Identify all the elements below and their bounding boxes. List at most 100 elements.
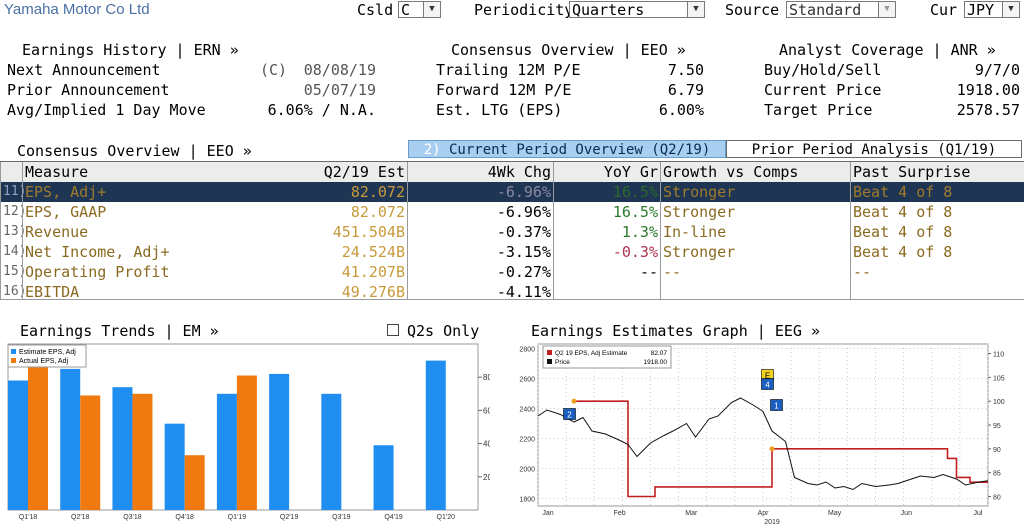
y-right-tick-label: 80 — [993, 494, 1001, 501]
table-bottom-border — [0, 299, 1024, 300]
row-growth-vs-comps: Stronger — [663, 183, 736, 201]
row-yoy-growth: -- — [639, 263, 658, 281]
event-marker-label: 4 — [765, 381, 770, 390]
earnings-trends-title[interactable]: Earnings Trends | EM » — [20, 322, 219, 340]
row-number: 15) — [3, 264, 27, 279]
source-dropdown[interactable]: Standard ▼ — [786, 1, 896, 19]
header-past-surprise[interactable]: Past Surprise — [853, 163, 971, 181]
csld-dropdown[interactable]: C ▼ — [398, 1, 441, 19]
table-row[interactable]: 12) EPS, GAAP 82.072 -6.96% 16.5% Stronger Bea… — [0, 202, 1024, 222]
table-row[interactable]: 13) Revenue 451.504B -0.37% 1.3% In-line Beat … — [0, 222, 1024, 242]
y-right-tick-label: 105 — [993, 375, 1005, 382]
consensus-overview-title[interactable]: Consensus Overview | EEO » — [451, 41, 686, 59]
row-measure[interactable]: Revenue — [25, 223, 89, 241]
event-marker — [563, 408, 576, 420]
table-row[interactable]: 11) EPS, Adj+ 82.072 -6.96% 16.5% Strong… — [0, 182, 1024, 202]
analyst-coverage-title[interactable]: Analyst Coverage | ANR » — [779, 41, 996, 59]
estimate-bar — [112, 387, 133, 510]
column-divider — [22, 162, 23, 300]
row-measure[interactable]: EBITDA — [25, 283, 80, 301]
legend-box — [7, 344, 87, 368]
chevron-down-icon[interactable]: ▼ — [687, 2, 704, 17]
next-announcement-date: 08/08/19 — [303, 61, 376, 79]
actual-bar — [28, 357, 48, 510]
forward-pe-value: 6.79 — [667, 81, 704, 99]
x-tick-label: Q2'18 — [71, 514, 90, 521]
header-growth-vs-comps[interactable]: Growth vs Comps — [663, 163, 799, 181]
estimate-line — [574, 400, 988, 498]
estimates-graph-title[interactable]: Earnings Estimates Graph | EEG » — [531, 322, 820, 340]
y-right-tick-label: 95 — [993, 423, 1001, 430]
y-right-tick-label: 100 — [993, 399, 1005, 406]
header-estimate[interactable]: Q2/19 Est — [323, 163, 405, 181]
row-4wk-change: -0.27% — [496, 263, 551, 281]
legend-estimate-value: 82.07 — [651, 350, 668, 357]
table-row[interactable]: 14) Net Income, Adj+ 24.524B -3.15% -0.3% Str… — [0, 242, 1024, 262]
forward-pe-label: Forward 12M P/E — [436, 81, 572, 99]
earnings-history-title[interactable]: Earnings History | ERN » — [22, 41, 239, 59]
chevron-down-icon[interactable]: ▼ — [423, 2, 440, 17]
x-tick-label: Q1'19 — [228, 514, 247, 521]
q2s-only-checkbox[interactable] — [387, 324, 399, 336]
estimate-bar — [269, 373, 290, 510]
event-marker-label: 1 — [774, 402, 779, 411]
legend-swatch-estimate — [11, 349, 16, 354]
row-4wk-change: -4.11% — [496, 283, 551, 301]
row-measure[interactable]: EPS, GAAP — [25, 203, 107, 221]
estimates-graph-chart[interactable]: 1800200022002400260028008085909510010511… — [506, 340, 1024, 524]
implied-move-value: 6.06% / N.A. — [267, 101, 376, 119]
tab-current-period[interactable]: 2) Current Period Overview (Q2/19) — [408, 140, 726, 158]
currency-dropdown[interactable]: JPY ▼ — [964, 1, 1020, 19]
estimate-bar — [425, 360, 446, 510]
table-top-border — [0, 161, 1024, 162]
legend-swatch-estimate — [547, 350, 552, 355]
header-yoy-growth[interactable]: YoY Gr — [603, 163, 658, 181]
row-measure[interactable]: EPS, Adj+ — [25, 183, 107, 201]
y-right-tick-label: 110 — [993, 352, 1004, 359]
target-price-value: 2578.57 — [956, 101, 1020, 119]
header-measure[interactable]: Measure — [25, 163, 89, 181]
chevron-down-icon[interactable]: ▼ — [1002, 2, 1019, 17]
x-tick-label: Q4'19 — [384, 514, 403, 521]
row-measure[interactable]: Operating Profit — [25, 263, 170, 281]
y-left-tick-label: 2600 — [519, 377, 535, 384]
row-growth-vs-comps: In-line — [663, 223, 727, 241]
target-price-label: Target Price — [764, 101, 873, 119]
chevron-down-icon[interactable]: ▼ — [878, 2, 895, 17]
tab-prior-period[interactable]: Prior Period Analysis (Q1/19) — [726, 140, 1022, 158]
y-tick-label: 20 — [483, 473, 490, 482]
header-4wk-change[interactable]: 4Wk Chg — [487, 163, 551, 181]
buy-hold-sell-label: Buy/Hold/Sell — [764, 61, 882, 79]
row-4wk-change: -0.37% — [496, 223, 551, 241]
row-number: 13) — [3, 224, 27, 239]
consensus-table-title[interactable]: Consensus Overview | EEO » — [17, 142, 252, 160]
x-year-label: 2019 — [764, 519, 780, 524]
table-row[interactable]: 15) Operating Profit 41.207B -0.27% -- -- -- — [0, 262, 1024, 282]
row-past-surprise: Beat 4 of 8 — [853, 203, 953, 221]
legend-estimate-label: Q2 19 EPS, Adj Estimate — [555, 350, 628, 357]
periodicity-dropdown[interactable]: Quarters ▼ — [569, 1, 705, 19]
x-tick-label: Q1'18 — [19, 514, 38, 521]
tab-current-number: 2) — [423, 142, 441, 158]
y-right-tick-label: 85 — [993, 471, 1001, 478]
earnings-trends-chart[interactable]: 20 40 60 80 Q1'18 Q2'18 Q3'18 Q4'18 Q1'19 Q2'19 Q3… — [0, 340, 490, 524]
estimate-bar — [164, 423, 185, 510]
actual-bar — [132, 393, 153, 510]
y-tick-label: 80 — [483, 373, 490, 382]
table-header-row: Measure Q2/19 Est 4Wk Chg YoY Gr Growth … — [0, 162, 1024, 182]
security-title[interactable]: Yamaha Motor Co Ltd — [4, 1, 150, 18]
x-tick-label: Q4'18 — [175, 514, 194, 521]
event-marker-label: 2 — [567, 411, 572, 420]
actual-bar — [184, 455, 205, 510]
periodicity-value: Quarters — [572, 1, 645, 19]
table-row[interactable]: 16) EBITDA 49.276B -4.11% — [0, 282, 1024, 302]
row-estimate: 82.072 — [350, 203, 405, 221]
legend-box — [542, 345, 672, 369]
q2s-only-label[interactable]: Q2s Only — [407, 322, 480, 340]
event-marker-label: E — [765, 372, 770, 381]
x-tick-label: Jan — [542, 510, 553, 517]
row-measure[interactable]: Net Income, Adj+ — [25, 243, 170, 261]
legend-price-value: 1918.00 — [644, 359, 668, 366]
row-4wk-change: -6.96% — [496, 183, 551, 201]
column-divider — [660, 162, 661, 300]
